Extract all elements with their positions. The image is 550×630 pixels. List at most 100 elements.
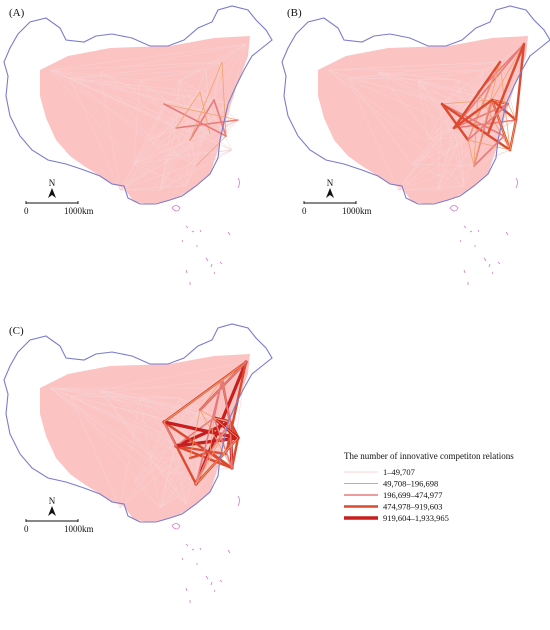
competition-link	[179, 43, 247, 81]
competition-link	[167, 103, 231, 157]
competition-link-strong	[199, 409, 215, 419]
competition-link	[49, 69, 177, 129]
competition-link-strong	[467, 139, 475, 167]
competition-link-strong	[199, 409, 233, 469]
competition-link	[411, 139, 469, 165]
competition-link	[99, 71, 211, 135]
competition-link-strong	[440, 102, 470, 142]
competition-link	[195, 409, 201, 485]
competition-link	[119, 139, 151, 191]
competition-link-strong	[467, 103, 509, 141]
competition-link-strong	[452, 98, 494, 130]
competition-link	[99, 389, 215, 419]
competition-link	[99, 389, 141, 399]
competition-link	[133, 91, 201, 165]
competition-link	[159, 445, 177, 509]
competition-link	[49, 69, 197, 167]
legend-item-label: 1–49,707	[383, 467, 415, 477]
competition-link-strong	[213, 417, 239, 439]
competition-link	[133, 139, 191, 165]
competition-link-strong	[208, 450, 234, 470]
competition-link-strong	[195, 437, 239, 485]
competition-link	[49, 387, 215, 419]
competition-link-strong	[188, 450, 212, 460]
competition-link-strong	[175, 91, 201, 129]
competition-link	[49, 69, 233, 151]
competition-link	[467, 111, 489, 141]
competition-link	[445, 155, 475, 167]
competition-link	[149, 387, 207, 459]
competition-link	[453, 69, 485, 129]
map-panel-c: (C) N 0 1000km	[3, 323, 273, 604]
competition-link-strong	[467, 61, 501, 141]
north-label: N	[327, 178, 334, 188]
competition-link-strong	[486, 42, 526, 136]
competition-link	[167, 473, 187, 505]
competition-link	[49, 61, 223, 71]
network-coverage-area	[40, 36, 250, 204]
competition-link	[99, 43, 247, 73]
competition-link	[437, 103, 509, 191]
scale-end: 1000km	[64, 206, 94, 216]
competition-link	[69, 395, 191, 459]
competition-link	[205, 43, 247, 71]
competition-link-strong	[174, 444, 234, 470]
legend-item-label: 196,699–474,977	[383, 490, 443, 500]
competition-link	[347, 77, 489, 113]
competition-link	[133, 481, 161, 509]
competition-link	[347, 77, 459, 81]
competition-link	[195, 119, 239, 167]
scale-bar: 0 1000km	[24, 519, 94, 534]
competition-link	[163, 91, 201, 105]
competition-link	[159, 421, 231, 509]
competition-link	[185, 139, 191, 187]
competition-link	[149, 91, 201, 141]
competition-link	[49, 69, 211, 135]
competition-link-strong	[490, 98, 518, 122]
competition-link-strong	[195, 451, 211, 485]
competition-link	[417, 79, 447, 157]
competition-link-strong	[467, 139, 511, 151]
competition-link	[347, 69, 485, 79]
competition-link	[417, 79, 517, 121]
north-arrow-icon	[48, 506, 56, 516]
competition-link	[411, 103, 509, 165]
competition-link	[99, 361, 247, 391]
competition-link	[159, 409, 201, 509]
competition-link-strong	[473, 91, 479, 167]
competition-link	[427, 61, 501, 141]
competition-link	[119, 79, 181, 191]
competition-link	[417, 79, 479, 93]
competition-link	[417, 79, 443, 105]
competition-link	[467, 69, 485, 141]
competition-link	[473, 149, 511, 167]
legend-item-label: 49,708–196,698	[383, 479, 438, 489]
competition-link	[69, 61, 223, 79]
competition-link	[69, 395, 161, 509]
competition-link	[499, 43, 525, 63]
competition-link	[139, 397, 151, 459]
competition-link	[175, 397, 181, 447]
competition-link	[397, 185, 465, 191]
competition-link	[437, 127, 455, 191]
map-panel-b: (B) N 0 1000km	[281, 5, 550, 286]
competition-link	[69, 77, 169, 157]
scale-bar: 0 1000km	[302, 201, 372, 216]
competition-link	[225, 103, 231, 137]
competition-link	[179, 79, 215, 101]
competition-link	[99, 71, 187, 187]
legend: The number of innovative competiton rela…	[344, 451, 514, 523]
north-arrow: N	[48, 178, 56, 198]
competition-link	[441, 103, 465, 187]
competition-link-strong	[491, 43, 525, 101]
network-layer	[318, 36, 528, 204]
competition-link	[149, 397, 181, 459]
competition-link	[139, 69, 207, 81]
competition-link	[159, 165, 197, 191]
competition-link	[457, 79, 465, 187]
competition-link-strong	[213, 379, 223, 419]
competition-link	[49, 387, 197, 485]
competition-link	[149, 445, 177, 459]
competition-link	[175, 445, 187, 505]
competition-link	[397, 69, 485, 191]
